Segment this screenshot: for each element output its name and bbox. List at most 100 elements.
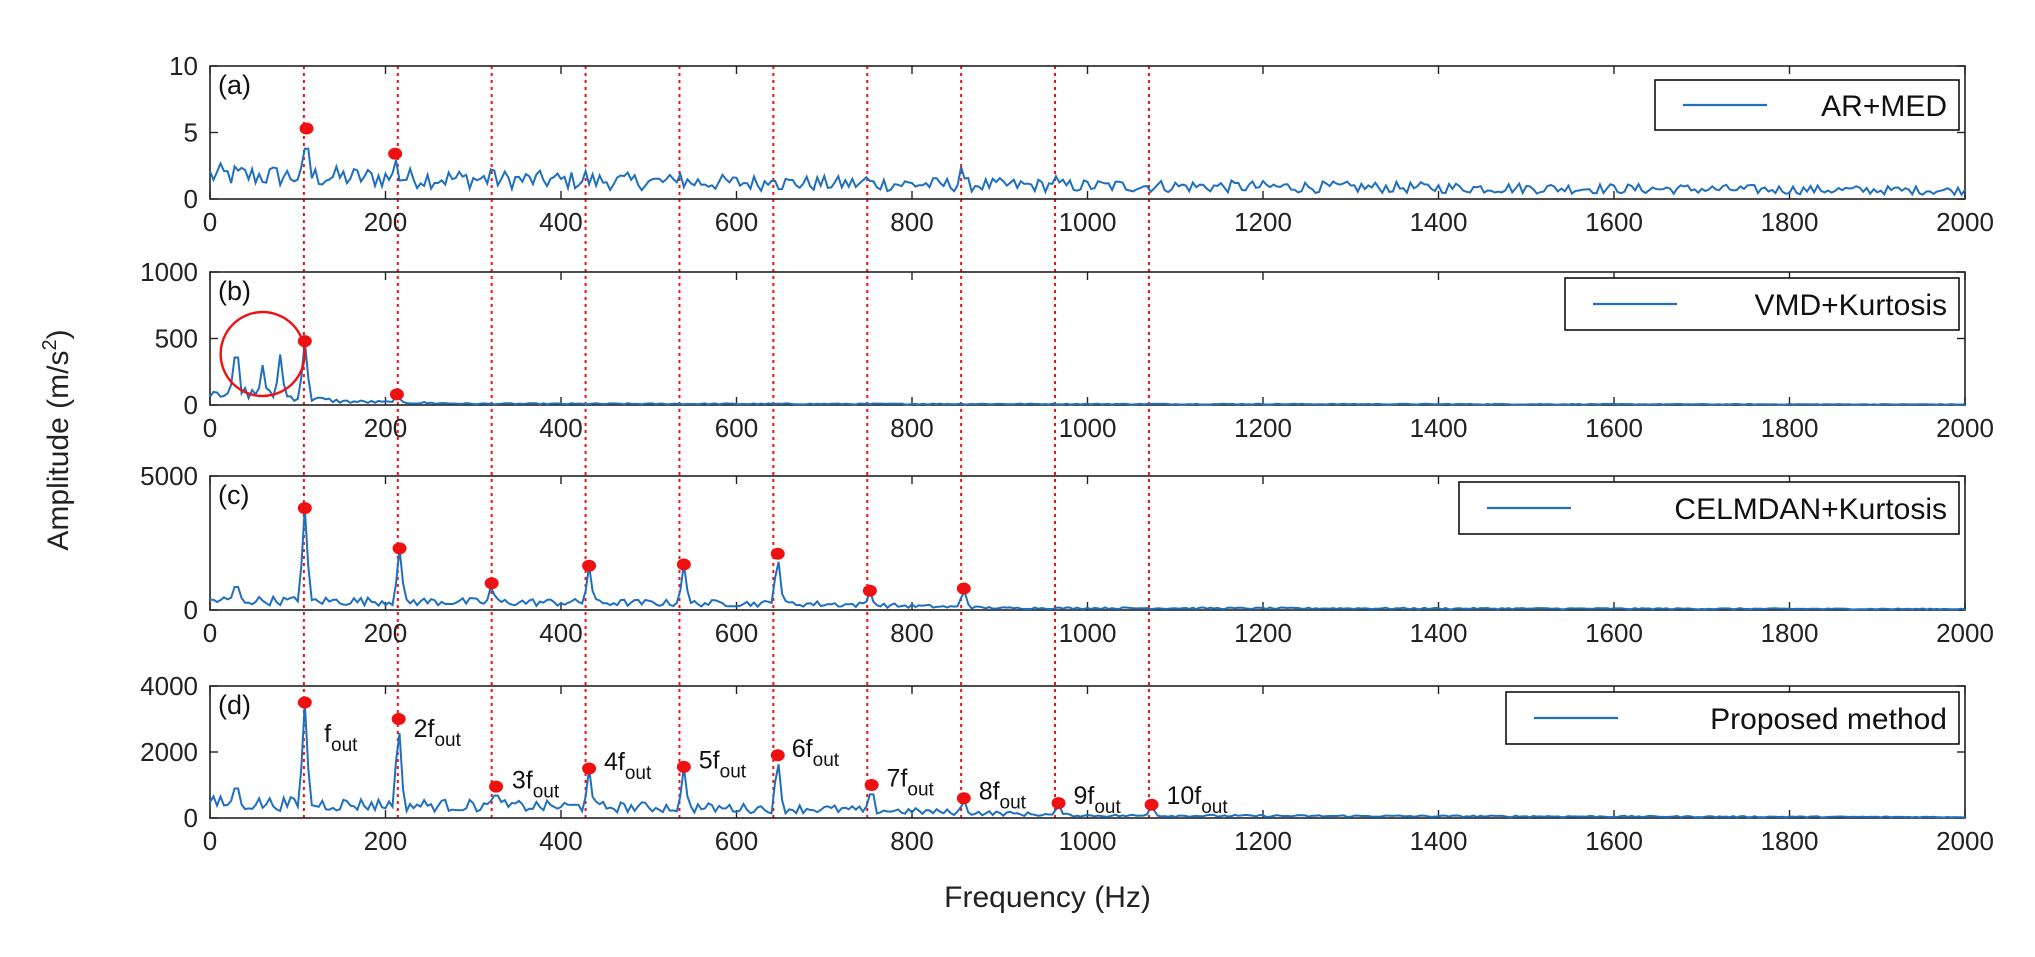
x-tick-label: 0 (203, 826, 217, 856)
y-tick-label: 1000 (140, 257, 198, 287)
peak-marker (862, 584, 877, 597)
peak-marker (676, 558, 691, 571)
x-axis-label: Frequency (Hz) (944, 881, 1151, 914)
x-tick-label: 1600 (1585, 826, 1643, 856)
y-tick-label: 2000 (140, 737, 198, 767)
peak-marker (1144, 798, 1159, 811)
x-tick-label: 1400 (1410, 618, 1468, 648)
y-tick-label: 5 (184, 118, 198, 148)
x-tick-label: 1600 (1585, 618, 1643, 648)
x-tick-label: 1200 (1234, 826, 1292, 856)
harmonic-annotation: 6fout (792, 735, 840, 771)
panel-tag: (c) (218, 480, 249, 510)
legend-box (1458, 481, 1960, 535)
peak-marker (582, 762, 597, 775)
x-tick-label: 800 (890, 413, 933, 443)
x-tick-label: 400 (539, 207, 582, 237)
x-tick-label: 1800 (1761, 207, 1819, 237)
y-tick-label: 4000 (140, 671, 198, 701)
x-tick-label: 0 (203, 207, 217, 237)
panel-c: 0 200 400 600 800 1000 1200 1400 1600 1800 2000 0 50… (140, 461, 1994, 648)
x-tick-label: 800 (890, 826, 933, 856)
peak-marker (770, 749, 785, 762)
peak-marker (299, 122, 314, 135)
peak-marker (489, 780, 504, 793)
harmonic-annotation: fout (324, 720, 358, 756)
legend-label: Proposed method (1710, 703, 1947, 736)
x-tick-label: 600 (715, 413, 758, 443)
x-tick-label: 800 (890, 207, 933, 237)
x-tick-label: 600 (715, 207, 758, 237)
y-tick-label: 0 (184, 184, 198, 214)
x-tick-label: 600 (715, 826, 758, 856)
peak-marker (389, 388, 404, 401)
peak-marker (770, 547, 785, 560)
panel-d: 0 200 400 600 800 1000 1200 1400 1600 1800 2000 0 20… (140, 671, 1994, 856)
panel-tag: (b) (218, 276, 251, 306)
x-tick-label: 1200 (1234, 618, 1292, 648)
x-tick-label: 400 (539, 618, 582, 648)
legend-label: AR+MED (1821, 90, 1947, 123)
x-tick-label: 2000 (1936, 207, 1994, 237)
x-tick-label: 1600 (1585, 413, 1643, 443)
peak-marker (956, 792, 971, 805)
peak-marker (297, 696, 312, 709)
x-tick-label: 2000 (1936, 618, 1994, 648)
harmonic-annotation: 5fout (699, 747, 747, 783)
x-tick-label: 400 (539, 826, 582, 856)
x-tick-label: 1000 (1059, 207, 1117, 237)
harmonic-annotation: 4fout (604, 748, 652, 784)
peak-marker (484, 577, 499, 590)
x-tick-label: 200 (364, 207, 407, 237)
harmonic-annotation: 10fout (1166, 782, 1228, 818)
panel-b: 0 200 400 600 800 1000 1200 1400 1600 1800 2000 0 50… (140, 257, 1994, 443)
panel-tag: (d) (218, 690, 251, 720)
x-tick-label: 1200 (1234, 207, 1292, 237)
peak-marker (388, 147, 403, 160)
x-tick-label: 1200 (1234, 413, 1292, 443)
harmonic-annotation: 7fout (887, 765, 935, 801)
peak-marker (676, 760, 691, 773)
x-tick-label: 1400 (1410, 826, 1468, 856)
y-tick-label: 10 (169, 51, 198, 81)
x-tick-label: 400 (539, 413, 582, 443)
harmonic-annotation: 9fout (1073, 782, 1121, 818)
y-tick-label: 0 (184, 390, 198, 420)
x-tick-label: 1400 (1410, 413, 1468, 443)
y-tick-label: 0 (184, 595, 198, 625)
spectrum-line (209, 147, 1966, 197)
peak-marker (391, 713, 406, 725)
x-tick-label: 1000 (1059, 618, 1117, 648)
x-tick-label: 1000 (1059, 826, 1117, 856)
peak-marker (1051, 797, 1066, 810)
peak-marker (392, 542, 407, 555)
x-tick-label: 0 (203, 413, 217, 443)
x-tick-label: 1600 (1585, 207, 1643, 237)
y-tick-label: 5000 (140, 461, 198, 491)
x-tick-label: 200 (364, 413, 407, 443)
panel-tag: (a) (218, 70, 251, 100)
x-tick-label: 1800 (1761, 826, 1819, 856)
peak-marker (956, 582, 971, 595)
y-axis-label: Amplitude (m/s2) (39, 329, 75, 550)
y-tick-label: 500 (155, 324, 198, 354)
panel-a: 0 200 400 600 800 1000 1200 1400 1600 1800 2000 0 5 1… (169, 51, 1994, 237)
peak-marker (297, 502, 312, 515)
subplot-panels: 0 200 400 600 800 1000 1200 1400 1600 1800 2000051… (140, 51, 1994, 856)
spectrum-line (209, 341, 1966, 406)
harmonic-annotation: 8fout (979, 778, 1027, 814)
x-tick-label: 2000 (1936, 413, 1994, 443)
x-tick-label: 1400 (1410, 207, 1468, 237)
x-tick-label: 2000 (1936, 826, 1994, 856)
legend-label: CELMDAN+Kurtosis (1674, 493, 1947, 526)
x-tick-label: 200 (364, 618, 407, 648)
x-tick-label: 200 (364, 826, 407, 856)
legend-label: VMD+Kurtosis (1754, 289, 1947, 322)
x-tick-label: 600 (715, 618, 758, 648)
spectrum-line (209, 508, 1966, 611)
spectrum-line (209, 702, 1966, 819)
x-tick-label: 1000 (1059, 413, 1117, 443)
peak-marker (582, 559, 597, 572)
x-tick-label: 1800 (1761, 618, 1819, 648)
